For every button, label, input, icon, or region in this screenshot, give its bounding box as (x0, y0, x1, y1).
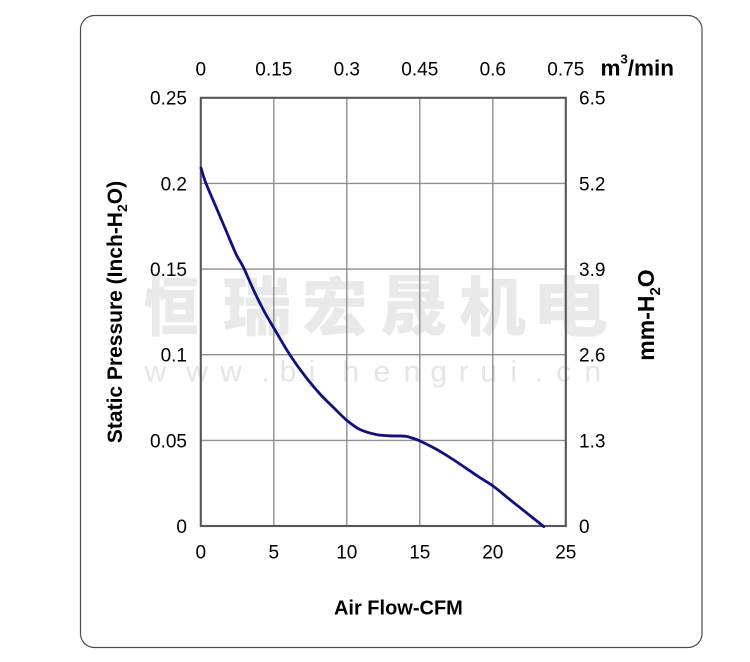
svg-text:w: w (144, 356, 167, 389)
svg-text:2.6: 2.6 (579, 346, 605, 367)
svg-text:0: 0 (196, 60, 207, 81)
svg-text:0: 0 (196, 543, 207, 564)
svg-text:5.2: 5.2 (579, 174, 605, 195)
svg-text:w: w (185, 356, 208, 389)
svg-text:10: 10 (336, 543, 357, 564)
svg-text:w: w (219, 356, 242, 389)
svg-text:e: e (374, 356, 391, 389)
svg-text:b: b (280, 356, 297, 389)
svg-text:u: u (480, 356, 497, 389)
svg-text:n: n (404, 356, 421, 389)
svg-text:Static Pressure (Inch-H2O): Static Pressure (Inch-H2O) (104, 181, 130, 443)
svg-text:1.3: 1.3 (579, 431, 605, 452)
svg-text:0.05: 0.05 (150, 431, 187, 452)
svg-text:20: 20 (482, 543, 503, 564)
svg-text:j: j (308, 356, 316, 389)
svg-text:g: g (430, 356, 447, 389)
svg-text:0.3: 0.3 (334, 60, 360, 81)
svg-text:0.45: 0.45 (401, 60, 438, 81)
svg-text:n: n (584, 356, 601, 389)
svg-text:.: . (535, 356, 543, 389)
svg-text:15: 15 (409, 543, 430, 564)
svg-text:0.6: 0.6 (480, 60, 506, 81)
svg-text:6.5: 6.5 (579, 89, 605, 110)
svg-text:0.15: 0.15 (255, 60, 292, 81)
svg-text:mm-H2O: mm-H2O (633, 269, 664, 360)
svg-text:i: i (510, 356, 517, 389)
svg-text:0.2: 0.2 (161, 174, 187, 195)
svg-text:5: 5 (269, 543, 280, 564)
svg-text:c: c (556, 356, 571, 389)
svg-text:0.1: 0.1 (161, 346, 187, 367)
svg-text:m3/min: m3/min (601, 52, 675, 81)
svg-text:r: r (459, 356, 469, 389)
svg-text:0: 0 (579, 517, 590, 538)
svg-text:3.9: 3.9 (579, 260, 605, 281)
svg-text:25: 25 (555, 543, 576, 564)
svg-text:0.15: 0.15 (150, 260, 187, 281)
svg-text:h: h (342, 356, 359, 389)
svg-text:0.75: 0.75 (547, 60, 584, 81)
svg-text:Air Flow-CFM: Air Flow-CFM (334, 598, 463, 620)
svg-text:0: 0 (176, 517, 187, 538)
svg-text:.: . (261, 356, 269, 389)
svg-text:0.25: 0.25 (150, 89, 187, 110)
